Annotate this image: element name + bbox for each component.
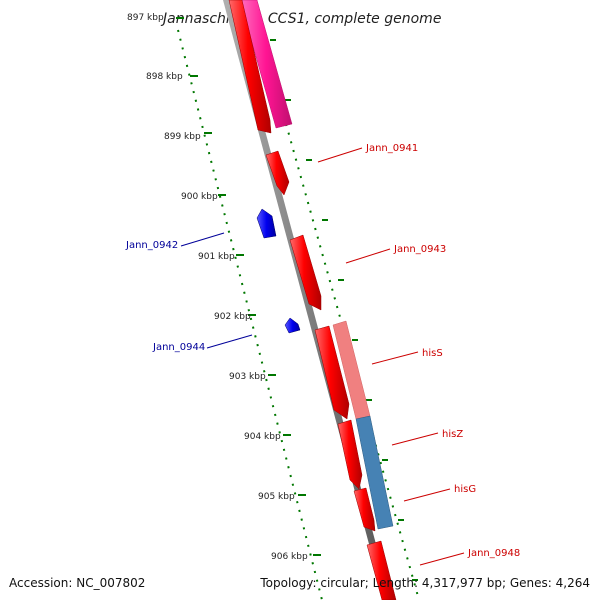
accession-text: Accession: NC_007802 xyxy=(9,576,145,590)
cds-arrow xyxy=(284,317,301,334)
forward-gene-labels: Jann_0941 Jann_0943 hisS hisZ hisG Jann_… xyxy=(317,143,520,566)
cds-arrow xyxy=(265,150,290,196)
tick-label: 903 kbp xyxy=(229,372,266,382)
cds-arrow xyxy=(353,487,376,532)
hisZ-feature-bar xyxy=(355,415,394,530)
cds-arrow xyxy=(256,208,277,239)
forward-cds-track xyxy=(228,0,397,600)
tick-label: 899 kbp xyxy=(164,132,201,142)
reverse-cds-track xyxy=(256,208,301,334)
gene-label-hisG[interactable]: hisG xyxy=(454,484,476,495)
kbp-tick-labels: 897 kbp 898 kbp 899 kbp 900 kbp 901 kbp … xyxy=(127,13,308,562)
feature-track xyxy=(239,0,394,530)
gene-label-jann-0944[interactable]: Jann_0944 xyxy=(152,342,205,353)
map-title: Jannaschia sp. CCS1, complete genome xyxy=(160,11,441,27)
gene-label-jann-0948[interactable]: Jann_0948 xyxy=(467,548,520,559)
gene-label-jann-0941[interactable]: Jann_0941 xyxy=(365,143,418,154)
genome-summary-text: Topology: circular; Length: 4,317,977 bp… xyxy=(259,576,590,590)
gene-label-hisZ[interactable]: hisZ xyxy=(442,429,463,440)
tick-label: 904 kbp xyxy=(244,432,281,442)
tick-label: 898 kbp xyxy=(146,72,183,82)
cds-arrow xyxy=(289,234,322,311)
cds-arrow xyxy=(366,540,397,600)
tick-label: 901 kbp xyxy=(198,252,235,262)
cds-arrow xyxy=(228,0,272,134)
rna-feature-bar xyxy=(239,0,293,129)
cds-arrow xyxy=(314,325,350,420)
kbp-tick-marks xyxy=(176,17,321,556)
tick-label: 906 kbp xyxy=(271,552,308,562)
right-tick-marks xyxy=(270,39,418,581)
cds-arrow xyxy=(337,419,363,490)
gene-label-jann-0942[interactable]: Jann_0942 xyxy=(125,240,178,251)
tick-label: 900 kbp xyxy=(181,192,218,202)
tick-label: 905 kbp xyxy=(258,492,295,502)
reverse-gene-labels: Jann_0942 Jann_0944 xyxy=(125,232,253,353)
gene-label-jann-0943[interactable]: Jann_0943 xyxy=(393,244,446,255)
tick-label: 902 kbp xyxy=(214,312,251,322)
tick-label: 897 kbp xyxy=(127,13,164,23)
gene-label-hisS[interactable]: hisS xyxy=(422,348,443,359)
